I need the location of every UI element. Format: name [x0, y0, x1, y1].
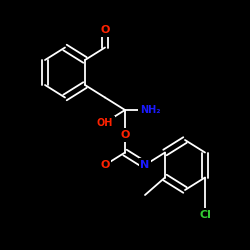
Text: NH₂: NH₂ [140, 105, 160, 115]
Text: Cl: Cl [199, 210, 211, 220]
Text: OH: OH [97, 118, 113, 128]
Text: N: N [140, 160, 149, 170]
Text: O: O [100, 25, 110, 35]
Text: O: O [100, 160, 110, 170]
Text: O: O [120, 130, 130, 140]
